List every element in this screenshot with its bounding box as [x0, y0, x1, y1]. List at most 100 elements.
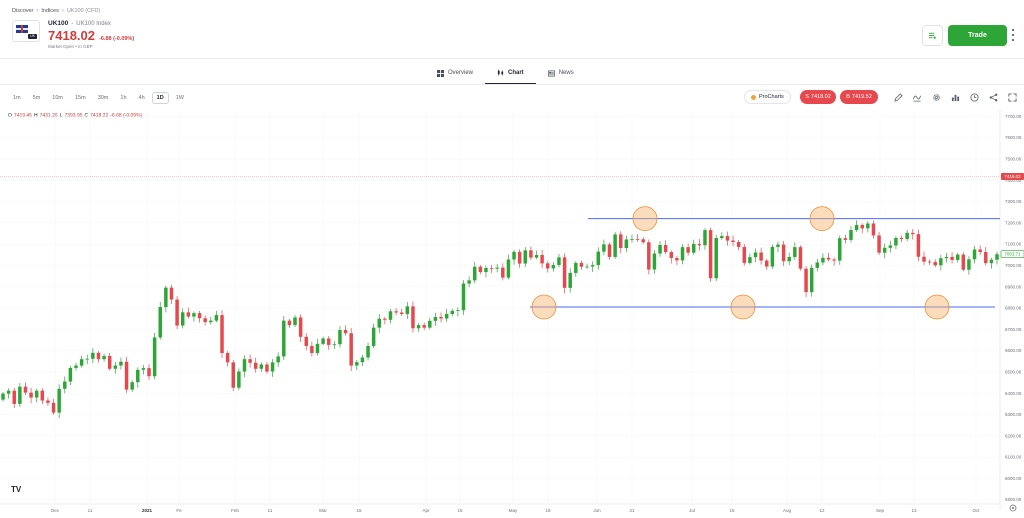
candle-body [562, 257, 567, 288]
interval-1m[interactable]: 1m [13, 95, 21, 101]
candle-body [759, 252, 763, 261]
candle-body [130, 382, 134, 390]
x-tick-label: 15 [729, 508, 735, 513]
breadcrumb-discover[interactable]: Discover [12, 8, 34, 14]
settings-icon[interactable] [930, 91, 942, 103]
candle-body [815, 262, 820, 268]
candle-body [613, 234, 617, 257]
resistance-touch-marker[interactable] [632, 206, 658, 232]
interval-1h[interactable]: 1h [120, 95, 127, 101]
settings-cog-icon[interactable] [1009, 504, 1017, 512]
price-chart[interactable]: 7700.00 7600.00 7500.00 7400.00 7300.00 7200.… [0, 110, 1024, 518]
more-options-icon[interactable] [1011, 28, 1015, 42]
candle-body [809, 267, 814, 293]
share-icon[interactable] [987, 91, 999, 103]
y-tick-label: 7400.00 [1005, 178, 1022, 183]
interval-10m[interactable]: 10m [52, 95, 63, 101]
chart-type-icon[interactable] [949, 91, 961, 103]
y-tick-label: 6100.00 [1005, 455, 1022, 460]
trade-button[interactable]: Trade [948, 25, 1007, 46]
candle-body [119, 361, 123, 366]
tab-news[interactable]: News [536, 62, 586, 84]
watchlist-button[interactable] [922, 25, 943, 46]
candle-body [849, 230, 853, 240]
candle-body [489, 268, 494, 269]
candle-body [214, 315, 219, 321]
candle-body [147, 368, 151, 377]
candle-body [647, 242, 651, 270]
candle-body [899, 237, 904, 240]
candle-body [450, 310, 455, 315]
candle-body [74, 365, 78, 368]
y-tick-label: 7100.00 [1005, 242, 1022, 247]
candle-body [630, 239, 634, 240]
interval-15m[interactable]: 15m [74, 95, 86, 101]
sell-button[interactable]: S 7418.02 [800, 90, 836, 104]
procharts-button[interactable]: ProCharts [744, 90, 791, 104]
procharts-icon [751, 94, 756, 100]
pencil-icon[interactable] [892, 91, 904, 103]
tradingview-logo: TV [11, 485, 22, 494]
y-tick-label: 7000.00 [1005, 263, 1022, 268]
candle-body [517, 251, 522, 264]
tab-overview-label: Overview [448, 70, 474, 76]
candle-body [461, 283, 466, 311]
candle-body [366, 345, 370, 358]
instrument-header: UK UK100 - UK100 Index 7418.02 -6.88 (-0… [12, 20, 134, 49]
candle-body [882, 247, 887, 253]
support-touch-marker[interactable] [531, 294, 557, 320]
candle-body [23, 386, 28, 393]
indicators-icon[interactable] [911, 91, 923, 103]
interval-5m[interactable]: 5m [32, 95, 41, 101]
candle-body [804, 268, 808, 293]
candle-body [635, 239, 640, 240]
candle-body [287, 320, 292, 326]
tab-chart[interactable]: Chart [485, 62, 536, 84]
candle-body [444, 314, 449, 319]
support-touch-marker[interactable] [924, 294, 950, 320]
candle-body [911, 232, 915, 235]
support-touch-marker[interactable] [730, 294, 756, 320]
interval-30m[interactable]: 30m [97, 95, 109, 101]
y-tick-label: 5900.00 [1005, 497, 1022, 502]
interval-1d[interactable]: 1D [151, 92, 169, 104]
candle-body [102, 355, 106, 360]
candle-body [136, 369, 140, 383]
candle-body [686, 247, 690, 253]
breadcrumb: Discover › Indices › UK100 (CFD) [12, 5, 100, 17]
candle-body [85, 358, 89, 360]
candle-body [995, 254, 999, 260]
instrument-logo: UK [12, 20, 40, 42]
candle-body [304, 336, 308, 346]
candle-body [967, 259, 971, 270]
y-tick-label: 6600.00 [1005, 348, 1022, 353]
candle-body [579, 262, 584, 267]
buy-button[interactable]: B 7419.52 [840, 90, 878, 104]
candle-body [169, 287, 174, 300]
name-separator: - [71, 21, 74, 27]
candle-body [927, 261, 932, 263]
x-tick-label: 11 [268, 508, 273, 513]
interval-1w[interactable]: 1W [175, 95, 184, 101]
candle-body [282, 320, 286, 357]
candle-body [383, 318, 387, 320]
chevron-right-icon: › [36, 8, 39, 14]
candle-body [439, 317, 443, 319]
candle-body [152, 337, 157, 377]
compare-icon[interactable] [968, 91, 980, 103]
breadcrumb-indices[interactable]: Indices [41, 8, 59, 14]
candle-body [96, 352, 101, 360]
candle-body [164, 287, 168, 307]
candle-body [276, 356, 280, 363]
candle-body [574, 262, 578, 273]
candle-body [529, 250, 533, 258]
resistance-touch-marker[interactable] [809, 206, 835, 232]
x-tick-label: Apr [422, 508, 430, 513]
tab-overview[interactable]: Overview [425, 62, 485, 84]
candle-body [731, 240, 735, 243]
candle-body [540, 255, 544, 264]
interval-4h[interactable]: 4h [138, 95, 145, 101]
chart-grid [0, 110, 1001, 510]
candle-body [854, 225, 859, 231]
fullscreen-icon[interactable] [1006, 91, 1018, 103]
